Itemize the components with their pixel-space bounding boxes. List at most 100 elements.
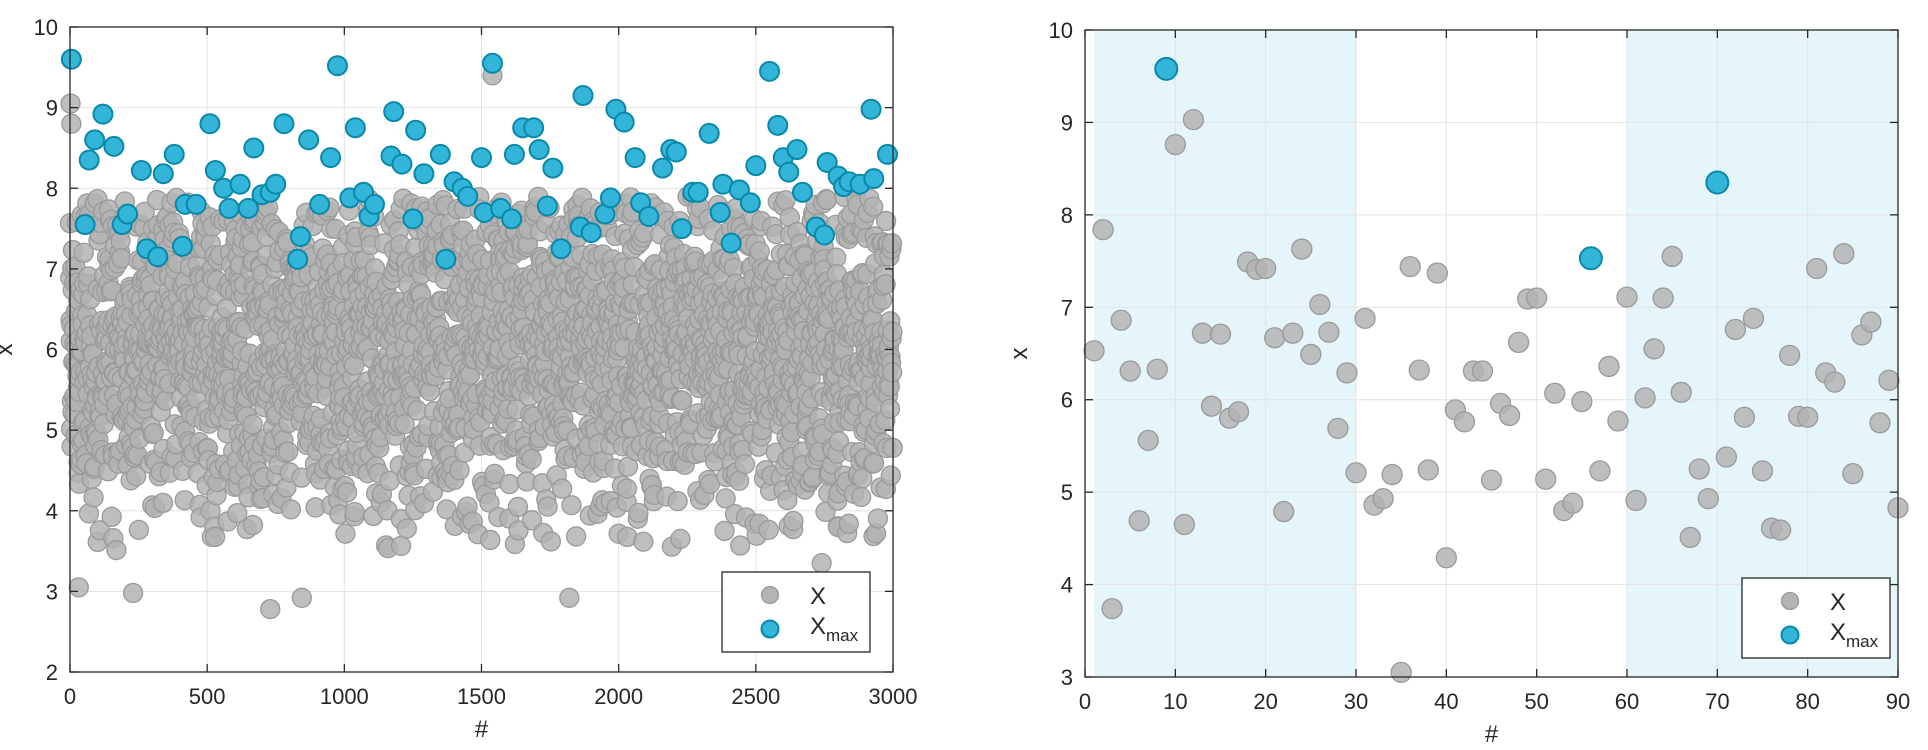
point-x (260, 598, 281, 620)
point-x (101, 506, 122, 527)
point-xmax (163, 143, 185, 165)
point-x (1733, 406, 1756, 428)
point-x (521, 510, 543, 531)
point-xmax (117, 203, 139, 225)
point-xmax (720, 232, 742, 254)
right-shaded-regions (1094, 30, 1898, 677)
left-legend: X Xmax (721, 571, 871, 653)
point-x (396, 518, 418, 539)
point-x (277, 441, 299, 462)
point-x (344, 501, 365, 523)
point-x (882, 362, 903, 383)
point-x (291, 587, 312, 608)
point-xmax (813, 224, 835, 246)
x-tick-label: 80 (1795, 689, 1819, 714)
point-x (811, 553, 832, 574)
point-x (280, 499, 301, 520)
point-x (1408, 359, 1430, 381)
point-xmax (383, 101, 405, 123)
point-xmax (638, 205, 660, 227)
point-x (1209, 323, 1232, 345)
point-x (540, 531, 562, 552)
point-x (480, 529, 501, 551)
point-x (852, 468, 873, 489)
x-tick-label: 2000 (594, 684, 643, 709)
y-tick-label: 3 (46, 579, 58, 604)
point-x (1544, 382, 1566, 404)
point-x (1742, 307, 1765, 330)
point-xmax (687, 181, 709, 203)
point-xmax (542, 157, 564, 179)
point-x (1670, 381, 1692, 403)
point-x (143, 422, 164, 444)
point-xmax (863, 168, 885, 190)
point-xmax (326, 55, 348, 77)
point-x (1426, 262, 1448, 284)
point-x (1453, 411, 1476, 433)
point-x (1688, 458, 1710, 480)
point-xmax (92, 103, 114, 125)
point-x (1372, 487, 1394, 510)
point-x (1191, 322, 1214, 344)
point-xmax (698, 122, 720, 144)
left-legend-marker-x (760, 585, 780, 605)
x-tick-label: 70 (1705, 689, 1729, 714)
point-xmax (130, 160, 152, 182)
point-xmax (364, 193, 386, 215)
point-x (1182, 109, 1205, 131)
point-x (1634, 387, 1656, 409)
x-tick-label: 0 (1079, 689, 1091, 714)
y-tick-label: 7 (1061, 295, 1073, 320)
point-x (1471, 360, 1494, 382)
point-xmax (289, 226, 311, 248)
point-x (335, 523, 356, 544)
point-x (1264, 327, 1286, 349)
point-x (863, 452, 885, 474)
point-x (670, 528, 691, 550)
point-x (1435, 547, 1457, 569)
point-x (1697, 487, 1719, 510)
point-x (1273, 500, 1295, 523)
right-series-x (1083, 109, 1909, 684)
point-x (1607, 410, 1629, 432)
left-legend-label-x-main: X (810, 583, 826, 610)
point-xmax (745, 155, 767, 177)
right-legend-box (1741, 577, 1891, 659)
left-legend-box (721, 571, 871, 653)
point-xmax (767, 114, 789, 136)
point-xmax (273, 113, 295, 135)
y-tick-label: 3 (1061, 665, 1073, 690)
point-xmax (1705, 170, 1730, 195)
point-x (122, 582, 144, 604)
right-legend-label-xmax: Xmax (1830, 619, 1879, 651)
point-x (1092, 218, 1114, 241)
point-xmax (1154, 56, 1179, 81)
point-x (1833, 243, 1855, 265)
point-xmax (550, 238, 572, 260)
point-x (1869, 412, 1891, 434)
point-x (484, 463, 505, 485)
x-tick-label: 60 (1615, 689, 1639, 714)
right-grid (1085, 30, 1898, 677)
y-tick-label: 5 (1061, 480, 1073, 505)
point-x (1318, 321, 1340, 343)
point-x (758, 519, 779, 541)
point-xmax (199, 113, 221, 135)
right-axes-frame (1084, 29, 1899, 678)
point-x (1381, 463, 1403, 486)
point-xmax (671, 218, 693, 240)
point-x (449, 459, 470, 481)
point-x (1806, 257, 1828, 280)
y-tick-label: 2 (46, 660, 58, 685)
point-x (616, 478, 638, 499)
point-x (851, 486, 872, 508)
point-x (242, 414, 263, 435)
point-x (714, 520, 735, 542)
point-x (1625, 489, 1647, 512)
point-x (1878, 369, 1900, 391)
point-x (1255, 257, 1277, 280)
point-xmax (237, 197, 259, 219)
point-x (1589, 460, 1611, 482)
point-xmax (402, 208, 424, 230)
